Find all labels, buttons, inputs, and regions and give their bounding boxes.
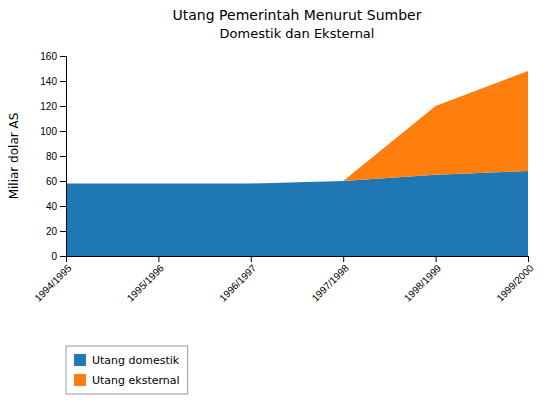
y-tick-label: 100 bbox=[40, 126, 57, 137]
chart: Utang Pemerintah Menurut Sumber Domestik … bbox=[0, 0, 556, 408]
y-tick: 160 bbox=[40, 51, 66, 62]
y-tick-mark bbox=[60, 106, 66, 107]
areas bbox=[66, 71, 528, 256]
y-tick-mark bbox=[60, 81, 66, 82]
y-tick: 120 bbox=[40, 101, 66, 112]
y-tick-mark bbox=[60, 231, 66, 232]
x-tick-label: 1997/1998 bbox=[310, 262, 352, 304]
plot: 0204060801001201401601994/19951995/19961… bbox=[32, 51, 536, 304]
y-tick-mark bbox=[60, 56, 66, 57]
area bbox=[66, 71, 528, 184]
y-tick-mark bbox=[60, 256, 66, 257]
legend-item: Utang eksternal bbox=[74, 374, 180, 387]
y-axis-title: Miliar dolar AS bbox=[7, 113, 21, 200]
y-tick-label: 60 bbox=[46, 176, 58, 187]
area bbox=[66, 171, 528, 256]
legend-item: Utang domestik bbox=[74, 354, 180, 367]
x-tick-label: 1998/1999 bbox=[402, 262, 444, 304]
y-tick: 140 bbox=[40, 76, 66, 87]
y-tick-mark bbox=[60, 181, 66, 182]
y-tick: 20 bbox=[46, 226, 66, 237]
x-axis-line bbox=[67, 257, 529, 263]
y-tick: 40 bbox=[46, 201, 66, 212]
y-tick-mark bbox=[60, 156, 66, 157]
y-tick-label: 20 bbox=[46, 226, 58, 237]
y-tick: 60 bbox=[46, 176, 66, 187]
y-tick-mark bbox=[60, 131, 66, 132]
y-tick-label: 40 bbox=[46, 201, 58, 212]
x-tick-mark bbox=[251, 256, 252, 262]
y-tick-label: 140 bbox=[40, 76, 57, 87]
x-tick-mark bbox=[343, 256, 344, 262]
x-tick: 1999/2000 bbox=[494, 256, 536, 304]
y-axis: 0 20 40 60 80 100 120 140 160 bbox=[40, 51, 66, 262]
y-tick-label: 120 bbox=[40, 101, 57, 112]
legend-swatch bbox=[74, 354, 86, 366]
y-tick: 80 bbox=[46, 151, 66, 162]
legend: Utang domestik Utang eksternal bbox=[66, 346, 188, 394]
y-axis-line bbox=[60, 57, 67, 257]
x-tick-label: 1996/1997 bbox=[217, 262, 259, 304]
y-tick: 100 bbox=[40, 126, 66, 137]
y-tick-label: 0 bbox=[51, 251, 57, 262]
x-tick: 1997/1998 bbox=[310, 256, 352, 304]
x-tick-label: 1994/1995 bbox=[32, 262, 74, 304]
x-tick-label: 1999/2000 bbox=[494, 262, 536, 304]
x-tick-label: 1995/1996 bbox=[125, 262, 167, 304]
x-tick: 1995/1996 bbox=[125, 256, 167, 304]
x-tick: 1994/1995 bbox=[32, 256, 74, 304]
legend-label: Utang domestik bbox=[92, 354, 180, 367]
x-tick: 1996/1997 bbox=[217, 256, 259, 304]
y-tick-label: 80 bbox=[46, 151, 58, 162]
subtitle: Domestik dan Eksternal bbox=[220, 26, 375, 41]
x-tick-mark bbox=[158, 256, 159, 262]
legend-swatch bbox=[74, 374, 86, 386]
legend-box bbox=[66, 346, 188, 394]
x-axis: 1994/1995 1995/1996 1996/1997 1997/1998 1998… bbox=[32, 256, 536, 304]
x-tick: 1998/1999 bbox=[402, 256, 444, 304]
y-tick: 0 bbox=[51, 251, 66, 262]
x-tick-mark bbox=[436, 256, 437, 262]
legend-label: Utang eksternal bbox=[92, 374, 180, 387]
title: Utang Pemerintah Menurut Sumber bbox=[173, 7, 422, 23]
x-tick-mark bbox=[528, 256, 529, 262]
y-tick-mark bbox=[60, 206, 66, 207]
x-tick-mark bbox=[66, 256, 67, 262]
y-tick-label: 160 bbox=[40, 51, 57, 62]
